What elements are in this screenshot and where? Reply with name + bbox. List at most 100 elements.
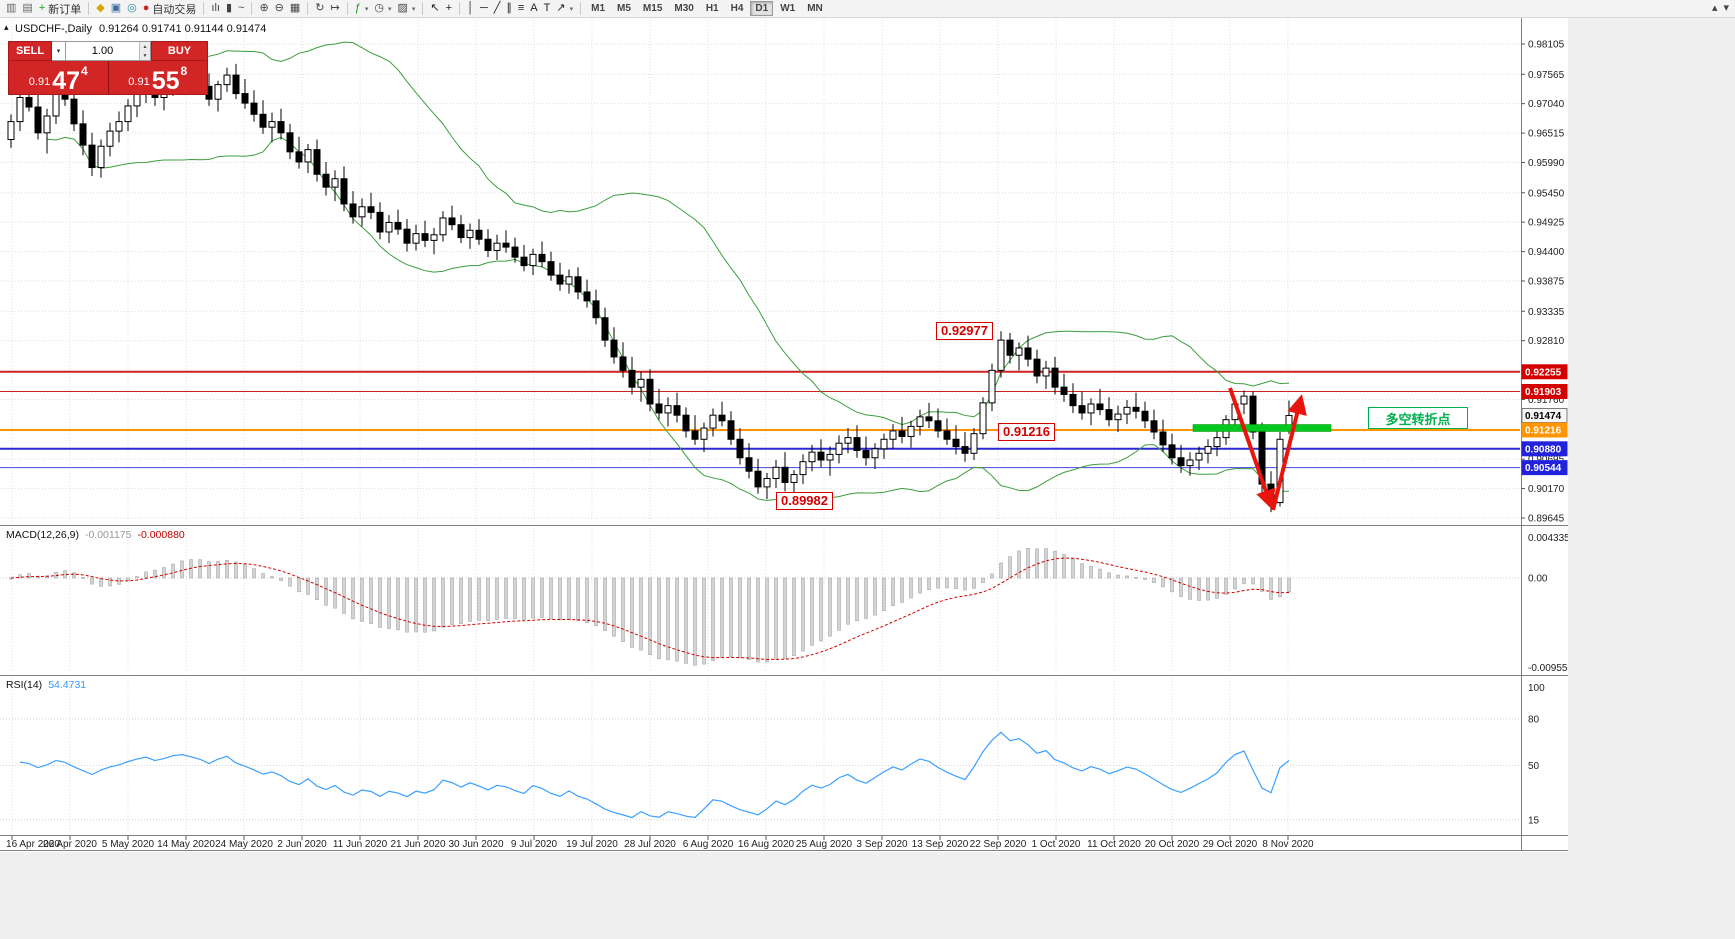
rsi-value: 54.4731	[48, 679, 87, 691]
up-arrow[interactable]	[1271, 394, 1307, 511]
toolbar-separator	[459, 2, 461, 15]
volume-up-button[interactable]: ▲	[140, 42, 150, 51]
timeframe-d1-button[interactable]: D1	[750, 1, 774, 16]
tile-windows-button[interactable]: ▦	[287, 1, 303, 17]
text-icon: A	[530, 2, 538, 14]
new-chart-button[interactable]: ▥	[3, 1, 19, 17]
new-order-button[interactable]: + 新订单	[36, 1, 84, 17]
sell-price-display[interactable]: 0.91 47 4	[9, 61, 109, 94]
toolbar-down-button[interactable]: ▾	[1720, 1, 1732, 17]
svg-text:0.92810: 0.92810	[1528, 336, 1565, 347]
svg-text:0.00: 0.00	[1528, 574, 1548, 585]
timeframe-m1-button[interactable]: M1	[591, 3, 606, 14]
sell-price-sup: 4	[81, 64, 88, 78]
svg-text:16 Apr 2020: 16 Apr 2020	[6, 839, 60, 850]
bar-chart-button[interactable]: ılı	[208, 1, 223, 17]
timeframe-m30-button[interactable]: M30	[674, 3, 694, 14]
trendline-icon: ╱	[493, 2, 501, 14]
cursor-button[interactable]: ↖	[427, 1, 442, 17]
new-order-label: 新订单	[48, 3, 82, 16]
crosshair-button[interactable]: +	[443, 1, 455, 17]
text-label-button[interactable]: T	[541, 1, 554, 17]
zoom-in-button[interactable]: ⊕	[256, 1, 271, 17]
svg-text:15: 15	[1528, 815, 1540, 826]
svg-text:5 May 2020: 5 May 2020	[102, 839, 155, 850]
price-callout-high[interactable]: 0.92977	[936, 322, 993, 340]
autotrading-button[interactable]: ● 自动交易	[140, 1, 200, 17]
chart-profiles-icon: ▤	[22, 2, 33, 14]
price-callout-low[interactable]: 0.89982	[776, 492, 833, 510]
svg-text:21 Jun 2020: 21 Jun 2020	[390, 839, 445, 850]
rsi-line	[19, 731, 1290, 819]
down-arrow[interactable]	[1228, 387, 1276, 510]
svg-text:24 May 2020: 24 May 2020	[215, 839, 273, 850]
horizontal-line-icon: ─	[479, 2, 488, 14]
fibonacci-button[interactable]: ≡	[515, 1, 527, 17]
candlestick-chart-button[interactable]: ▮	[223, 1, 235, 17]
zoom-out-button[interactable]: ⊖	[272, 1, 287, 17]
annotation-note[interactable]: 多空转折点	[1368, 407, 1468, 429]
text-button[interactable]: A	[527, 1, 540, 17]
chart-area[interactable]: 0.98105 0.97565 0.97040 0.96515 0.95990 0.954…	[0, 0, 1579, 857]
metaeditor-icon: ◆	[96, 2, 105, 14]
price-callout-mid[interactable]: 0.91216	[998, 423, 1055, 441]
arrows-tool-button[interactable]: ↗ ▾	[553, 1, 576, 17]
svg-text:19 Jul 2020: 19 Jul 2020	[566, 839, 618, 850]
buy-button[interactable]: BUY	[151, 41, 208, 61]
toolbar-separator	[203, 2, 205, 15]
svg-text:0.96515: 0.96515	[1528, 129, 1565, 140]
sell-dropdown-button[interactable]: ▾	[52, 41, 66, 61]
volume-input[interactable]	[66, 42, 139, 60]
svg-text:9 Jul 2020: 9 Jul 2020	[511, 839, 558, 850]
timeframe-h4-button[interactable]: H4	[730, 3, 744, 14]
terminal-button[interactable]: ▣	[108, 1, 124, 17]
indicators-icon: ƒ	[354, 2, 361, 14]
timeframe-h1-button[interactable]: H1	[705, 3, 719, 14]
timeframe-w1-button[interactable]: W1	[780, 3, 796, 14]
svg-text:30 Jun 2020: 30 Jun 2020	[448, 839, 503, 850]
macd-signal-line	[10, 557, 1290, 660]
sell-button[interactable]: SELL	[8, 41, 52, 61]
one-click-toggle-icon[interactable]: ▴	[4, 22, 9, 32]
svg-text:11 Jun 2020: 11 Jun 2020	[333, 839, 388, 850]
indicators-button[interactable]: ƒ ▾	[352, 1, 372, 17]
periods-button[interactable]: ◷ ▾	[371, 1, 394, 17]
chart-shift-button[interactable]: ↦	[328, 1, 343, 17]
line-chart-button[interactable]: ~	[235, 1, 247, 17]
metaeditor-button[interactable]: ◆	[93, 1, 107, 17]
arrows-tool-icon: ↗	[556, 2, 566, 14]
caret-down-icon: ▾	[56, 48, 61, 55]
tile-windows-icon: ▦	[289, 2, 301, 14]
toolbar-down-icon: ▾	[1723, 2, 1729, 14]
chevron-down-icon: ▾	[387, 5, 392, 13]
timeframe-mn-button[interactable]: MN	[807, 3, 823, 14]
periods-icon: ◷	[374, 2, 384, 14]
rsi-name: RSI(14)	[6, 679, 43, 691]
auto-scroll-button[interactable]: ↻	[312, 1, 327, 17]
svg-text:0.97565: 0.97565	[1528, 70, 1565, 81]
svg-text:0.91474: 0.91474	[1525, 411, 1562, 422]
chevron-down-icon: ▾	[364, 5, 369, 13]
equidistant-channel-button[interactable]: ∥	[503, 1, 515, 17]
timeframe-m5-button[interactable]: M5	[617, 3, 631, 14]
buy-price-sup: 8	[180, 64, 188, 78]
vertical-line-button[interactable]: │	[464, 1, 477, 17]
highlight-bar[interactable]	[1192, 424, 1332, 432]
svg-text:3 Sep 2020: 3 Sep 2020	[856, 839, 908, 850]
trendline-button[interactable]: ╱	[491, 1, 504, 17]
symbol-period-label: USDCHF-,Daily	[15, 23, 92, 35]
chart-profiles-button[interactable]: ▤	[19, 1, 35, 17]
horizontal-line-button[interactable]: ─	[477, 1, 491, 17]
macd-value: -0.001175	[84, 529, 132, 541]
svg-text:0.91760: 0.91760	[1528, 395, 1565, 406]
terminal-icon: ▣	[110, 2, 122, 14]
chevron-down-icon: ▾	[569, 5, 574, 13]
toolbar-up-button[interactable]: ▴	[1709, 1, 1721, 17]
strategy-tester-button[interactable]: ◎	[124, 1, 140, 17]
volume-down-button[interactable]: ▼	[140, 51, 150, 60]
buy-price-display[interactable]: 0.91 55 8	[109, 61, 208, 94]
macd-name: MACD(12,26,9)	[6, 529, 79, 541]
templates-button[interactable]: ▨ ▾	[395, 1, 419, 17]
timeframe-m15-button[interactable]: M15	[642, 3, 663, 14]
text-label-icon: T	[543, 2, 551, 14]
